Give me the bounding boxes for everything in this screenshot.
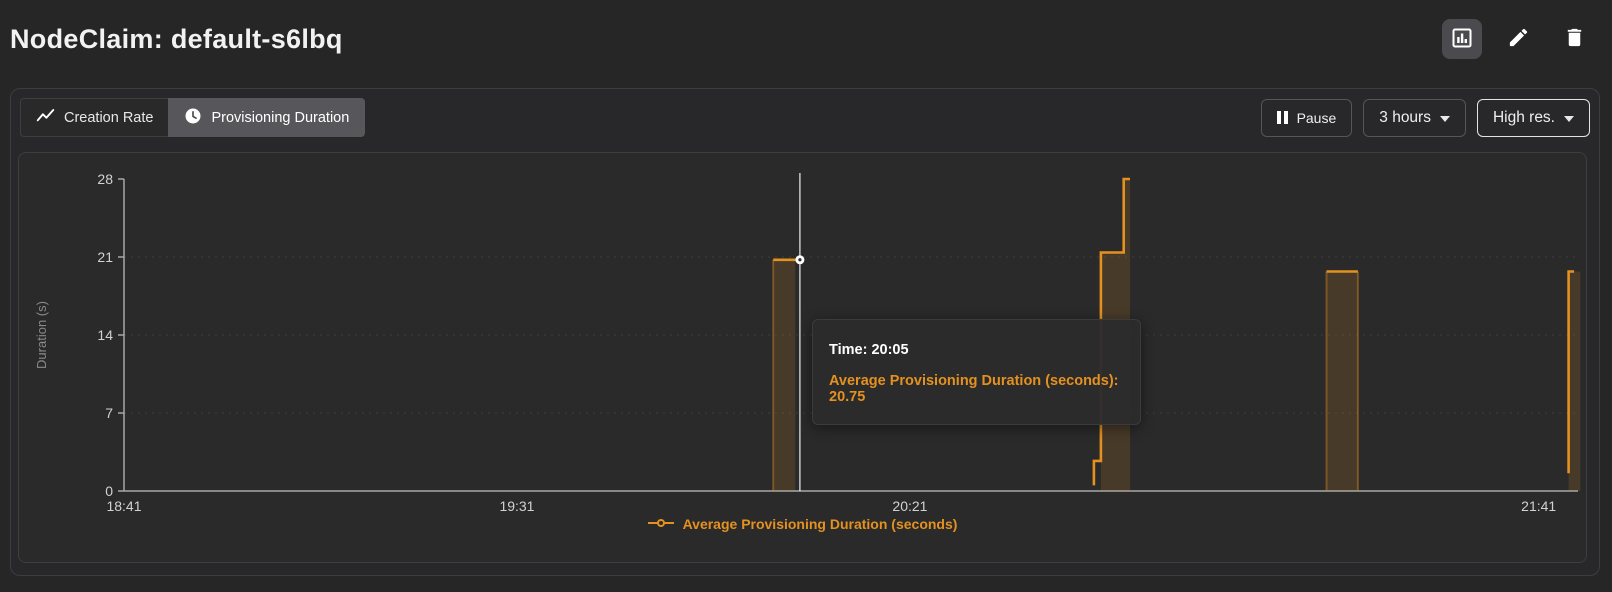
page-title: NodeClaim: default-s6lbq [10, 23, 343, 54]
legend-marker-icon [647, 515, 674, 533]
legend-item[interactable]: Average Provisioning Duration (seconds) [19, 515, 1586, 533]
tab-creation-rate[interactable]: Creation Rate [20, 98, 169, 137]
tab-provisioning-duration[interactable]: Provisioning Duration [168, 98, 366, 137]
svg-text:28: 28 [97, 171, 113, 187]
header: NodeClaim: default-s6lbq [0, 0, 1612, 72]
time-range-value: 3 hours [1379, 108, 1431, 126]
svg-text:14: 14 [97, 327, 113, 343]
chart-view-toggle-button[interactable] [1442, 19, 1482, 59]
tooltip-time: Time: 20:05 [829, 342, 909, 358]
chart-card: 0 7 14 21 28 18:41 19:31 20:21 21:41 Duration (s)… [18, 152, 1587, 563]
header-actions [1442, 19, 1594, 59]
svg-text:Duration (s): Duration (s) [34, 301, 49, 369]
svg-text:7: 7 [105, 405, 113, 421]
clock-icon [184, 107, 202, 129]
chart-svg[interactable]: 0 7 14 21 28 18:41 19:31 20:21 21:41 Duration (s) [19, 153, 1586, 513]
time-range-dropdown[interactable]: 3 hours [1363, 98, 1466, 137]
trash-icon [1563, 26, 1586, 52]
resolution-dropdown[interactable]: High res. [1476, 98, 1590, 137]
svg-text:21:41: 21:41 [1521, 498, 1556, 513]
toolbar: Creation Rate Provisioning Duration Paus… [11, 89, 1599, 137]
tab-group: Creation Rate Provisioning Duration [20, 98, 366, 137]
svg-text:18:41: 18:41 [106, 498, 141, 513]
legend-label: Average Provisioning Duration (seconds) [682, 516, 958, 532]
pause-label: Pause [1296, 109, 1337, 126]
chart-panel: Creation Rate Provisioning Duration Paus… [10, 88, 1600, 576]
tab-label: Provisioning Duration [211, 109, 350, 126]
tab-label: Creation Rate [64, 109, 154, 126]
pause-icon [1277, 111, 1288, 124]
trend-line-icon [36, 108, 55, 128]
bar-chart-icon [1450, 26, 1474, 53]
edit-button[interactable] [1498, 19, 1538, 59]
chart-tooltip: Time: 20:05 Average Provisioning Duratio… [812, 319, 1141, 425]
resolution-value: High res. [1492, 108, 1555, 126]
toolbar-controls: Pause 3 hours High res. [1261, 98, 1590, 137]
pencil-icon [1507, 26, 1530, 52]
svg-text:19:31: 19:31 [499, 498, 534, 513]
caret-down-icon [1564, 115, 1574, 122]
svg-text:20:21: 20:21 [892, 498, 927, 513]
caret-down-icon [1439, 115, 1450, 122]
tooltip-series-value: Average Provisioning Duration (seconds):… [829, 373, 1119, 405]
pause-button[interactable]: Pause [1261, 98, 1353, 137]
delete-button[interactable] [1554, 19, 1594, 59]
svg-text:21: 21 [97, 249, 113, 265]
svg-text:0: 0 [105, 483, 113, 499]
